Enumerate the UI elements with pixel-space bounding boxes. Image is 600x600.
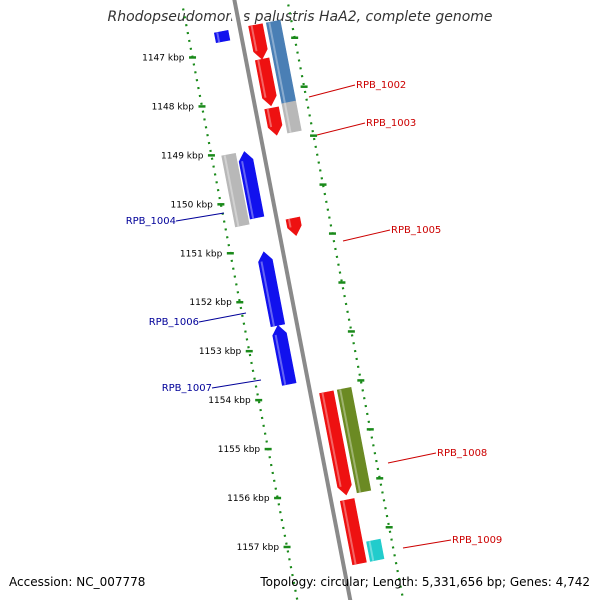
gene-leader-RPB_1006 xyxy=(198,312,247,323)
feature-8-shape xyxy=(285,216,302,236)
feature-9-highlight xyxy=(260,261,275,327)
feature-1-shape xyxy=(248,23,268,60)
feature-3-shape xyxy=(264,106,283,136)
feature-3 xyxy=(264,106,283,136)
feature-3-highlight xyxy=(266,108,273,128)
feature-14-shape xyxy=(366,538,385,562)
gene-features xyxy=(213,19,385,566)
accession-text: Accession: NC_007778 xyxy=(9,575,146,589)
feature-12 xyxy=(336,387,372,494)
gene-label-RPB_1009: RPB_1009 xyxy=(452,535,502,546)
tick-label-1155: 1155 kbp xyxy=(218,445,261,455)
tick-label-1152: 1152 kbp xyxy=(189,298,232,308)
backbone-line xyxy=(232,0,353,600)
feature-1-highlight xyxy=(250,25,258,52)
feature-13-highlight xyxy=(342,500,357,565)
feature-7 xyxy=(221,152,250,228)
tick-label-1151: 1151 kbp xyxy=(180,249,223,259)
feature-11-highlight xyxy=(321,392,342,488)
gene-label-RPB_1003: RPB_1003 xyxy=(366,118,416,129)
summary-text: Topology: circular; Length: 5,331,656 bp… xyxy=(260,575,590,589)
feature-15-shape xyxy=(213,29,231,44)
tick-label-1156: 1156 kbp xyxy=(227,494,270,504)
feature-7-shape xyxy=(221,152,250,228)
tick-label-1150: 1150 kbp xyxy=(170,200,213,210)
gene-label-RPB_1008: RPB_1008 xyxy=(437,448,487,459)
tick-label-1148: 1148 kbp xyxy=(152,102,195,112)
tick-label-1153: 1153 kbp xyxy=(199,347,242,357)
feature-7-highlight xyxy=(223,155,240,227)
feature-8-highlight xyxy=(287,218,292,228)
gene-leader-RPB_1008 xyxy=(387,452,437,464)
tick-label-1147: 1147 kbp xyxy=(142,53,185,63)
feature-6 xyxy=(238,151,265,220)
gene-label-RPB_1007: RPB_1007 xyxy=(162,383,212,394)
feature-5 xyxy=(281,100,302,134)
feature-11-shape xyxy=(319,390,352,496)
feature-2-highlight xyxy=(257,59,267,98)
feature-12-shape xyxy=(336,387,372,494)
map-title: Rhodopseudomonas palustris HaA2, complet… xyxy=(107,9,493,25)
gene-leader-RPB_1004 xyxy=(175,212,225,222)
feature-5-highlight xyxy=(283,102,292,133)
feature-8 xyxy=(285,216,302,236)
feature-2 xyxy=(254,57,277,107)
feature-6-shape xyxy=(238,151,265,220)
feature-14-highlight xyxy=(368,541,375,562)
gene-label-RPB_1005: RPB_1005 xyxy=(391,225,441,236)
feature-14 xyxy=(366,538,385,562)
feature-12-highlight xyxy=(339,389,361,493)
ruler-tick-labels: 1147 kbp 1148 kbp 1149 kbp 1150 kbp 1151 kbp… xyxy=(142,53,279,553)
feature-15 xyxy=(213,29,231,44)
gene-leader-RPB_1003 xyxy=(316,122,366,136)
feature-10 xyxy=(272,324,297,386)
gene-leader-RPB_1005 xyxy=(342,229,391,242)
gene-label-RPB_1002: RPB_1002 xyxy=(356,80,406,91)
feature-5-shape xyxy=(281,100,302,134)
ruler-ticks xyxy=(189,36,393,549)
gene-leader-RPB_1007 xyxy=(211,379,262,389)
tick-label-1149: 1149 kbp xyxy=(161,151,204,161)
feature-1 xyxy=(248,23,268,60)
tick-label-1157: 1157 kbp xyxy=(237,543,280,553)
gene-label-RPB_1006: RPB_1006 xyxy=(149,317,199,328)
feature-2-shape xyxy=(254,57,277,107)
feature-13-shape xyxy=(339,498,367,566)
feature-4-highlight xyxy=(268,22,286,104)
feature-10-highlight xyxy=(274,334,287,386)
backbone xyxy=(228,0,357,600)
feature-6-highlight xyxy=(241,160,255,219)
feature-13 xyxy=(339,498,367,566)
gene-leader-RPB_1009 xyxy=(402,539,452,549)
gene-label-RPB_1004: RPB_1004 xyxy=(126,216,176,227)
feature-15-highlight xyxy=(216,32,221,43)
feature-11 xyxy=(319,390,352,496)
gene-leader-RPB_1002 xyxy=(308,84,356,98)
gene-labels: RPB_1002 RPB_1003 RPB_1004 RPB_1005 RPB_1006… xyxy=(126,80,502,549)
tick-label-1154: 1154 kbp xyxy=(208,396,251,406)
feature-10-shape xyxy=(272,324,297,386)
